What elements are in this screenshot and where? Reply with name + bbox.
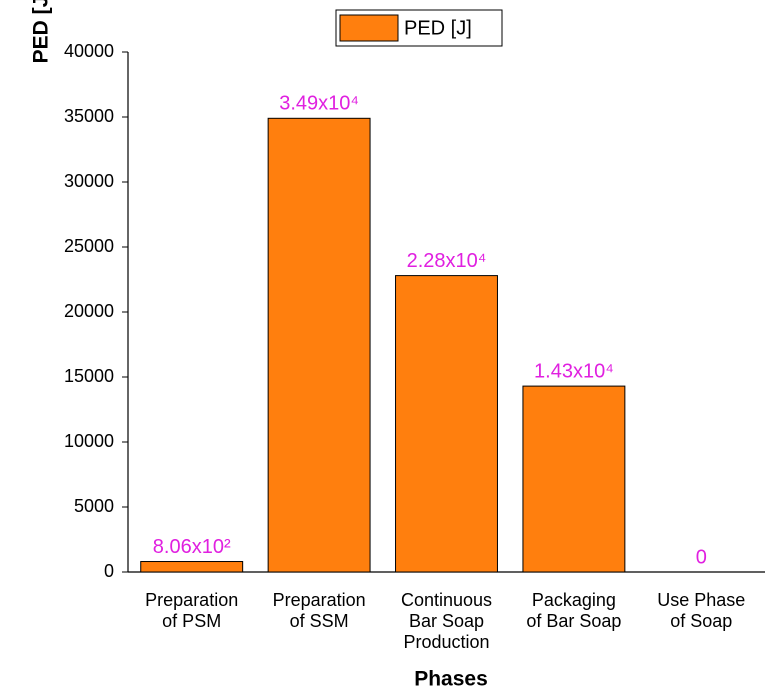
y-tick-label: 5000 xyxy=(74,496,114,516)
x-axis-label: Phases xyxy=(414,668,488,691)
x-tick-label: Preparation of PSM xyxy=(145,590,239,631)
bar xyxy=(522,385,626,573)
bar xyxy=(140,561,244,573)
y-tick-label: 40000 xyxy=(64,41,114,61)
y-tick-label: 20000 xyxy=(64,301,114,321)
bar xyxy=(267,117,371,573)
value-label: 2.28x10⁴ xyxy=(407,250,487,272)
x-tick-label: Preparation of SSM xyxy=(272,590,366,631)
y-tick-label: 10000 xyxy=(64,431,114,451)
value-label: 1.43x10⁴ xyxy=(534,360,614,382)
x-tick-label: Continuous Bar Soap Production xyxy=(400,590,493,652)
value-label: 3.49x10⁴ xyxy=(279,93,359,115)
value-label: 8.06x10² xyxy=(153,536,231,558)
value-label: 0 xyxy=(696,546,707,568)
x-tick-label: Packaging of Bar Soap xyxy=(526,590,622,631)
y-axis-label: PED [J] xyxy=(30,0,53,63)
y-tick-label: 35000 xyxy=(64,106,114,126)
legend-swatch xyxy=(339,14,399,42)
legend-label: PED [J] xyxy=(404,17,472,39)
y-tick-label: 30000 xyxy=(64,171,114,191)
bar xyxy=(395,275,498,573)
x-tick-label: Use Phase of Soap xyxy=(657,590,746,631)
y-tick-label: 0 xyxy=(104,561,114,581)
y-tick-label: 25000 xyxy=(64,236,114,256)
y-tick-label: 15000 xyxy=(64,366,114,386)
